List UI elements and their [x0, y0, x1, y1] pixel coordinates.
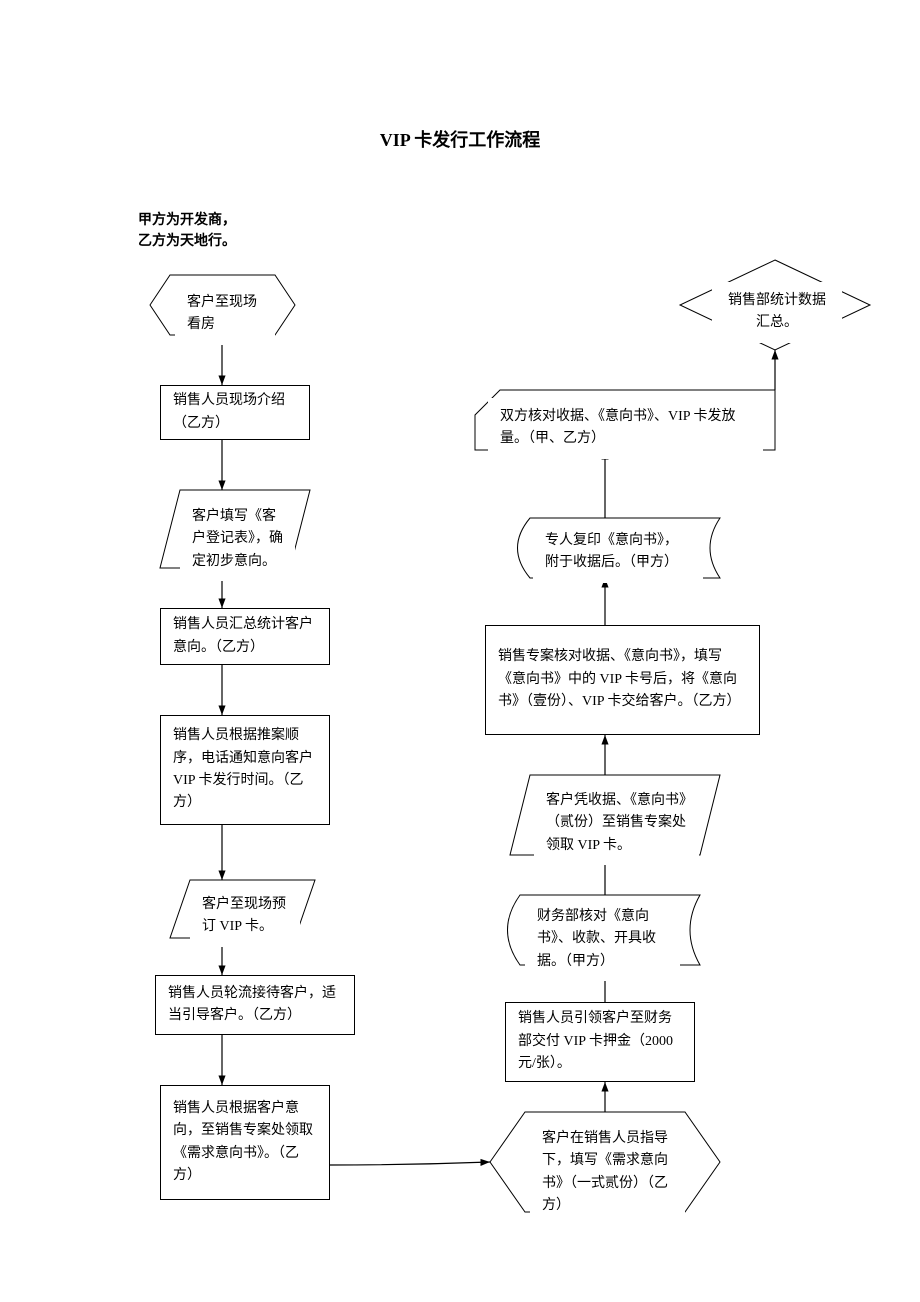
node-16: 销售部统计数据汇总。 — [712, 282, 842, 343]
node-3: 客户填写《客户登记表》，确定初步意向。 — [180, 498, 295, 581]
node-8: 销售人员根据客户意向，至销售专案处领取《需求意向书》。（乙方） — [160, 1085, 330, 1200]
node-5: 销售人员根据推案顺序，电话通知意向客户 VIP 卡发行时间。（乙方） — [160, 715, 330, 825]
node-14: 专人复印《意向书》，附于收据后。（甲方） — [533, 522, 703, 583]
node-6: 客户至现场预订 VIP 卡。 — [190, 886, 300, 947]
flowchart-svg — [0, 0, 920, 1302]
node-11: 财务部核对《意向书》、收款、开具收据。（甲方） — [525, 898, 680, 981]
node-9: 客户在销售人员指导下，填写《需求意向书》（一式贰份）（乙方） — [530, 1120, 685, 1226]
node-12: 客户凭收据、《意向书》（贰份）至销售专案处领取 VIP 卡。 — [534, 782, 699, 865]
node-4: 销售人员汇总统计客户意向。（乙方） — [160, 608, 330, 665]
arrow-8-9 — [330, 1162, 490, 1165]
node-13: 销售专案核对收据、《意向书》，填写《意向书》中的 VIP 卡号后，将《意向书》（… — [485, 625, 760, 735]
node-2: 销售人员现场介绍（乙方） — [160, 385, 310, 440]
subtitle: 甲方为开发商，乙方为天地行。 — [138, 210, 236, 252]
node-10: 销售人员引领客户至财务部交付 VIP 卡押金（2000 元/张）。 — [505, 1002, 695, 1082]
node-1: 客户至现场看房 — [175, 284, 275, 345]
node-15: 双方核对收据、《意向书》、VIP 卡发放量。（甲、乙方） — [488, 398, 763, 459]
node-7: 销售人员轮流接待客户，适当引导客户。（乙方） — [155, 975, 355, 1035]
page-title: VIP 卡发行工作流程 — [0, 126, 920, 152]
